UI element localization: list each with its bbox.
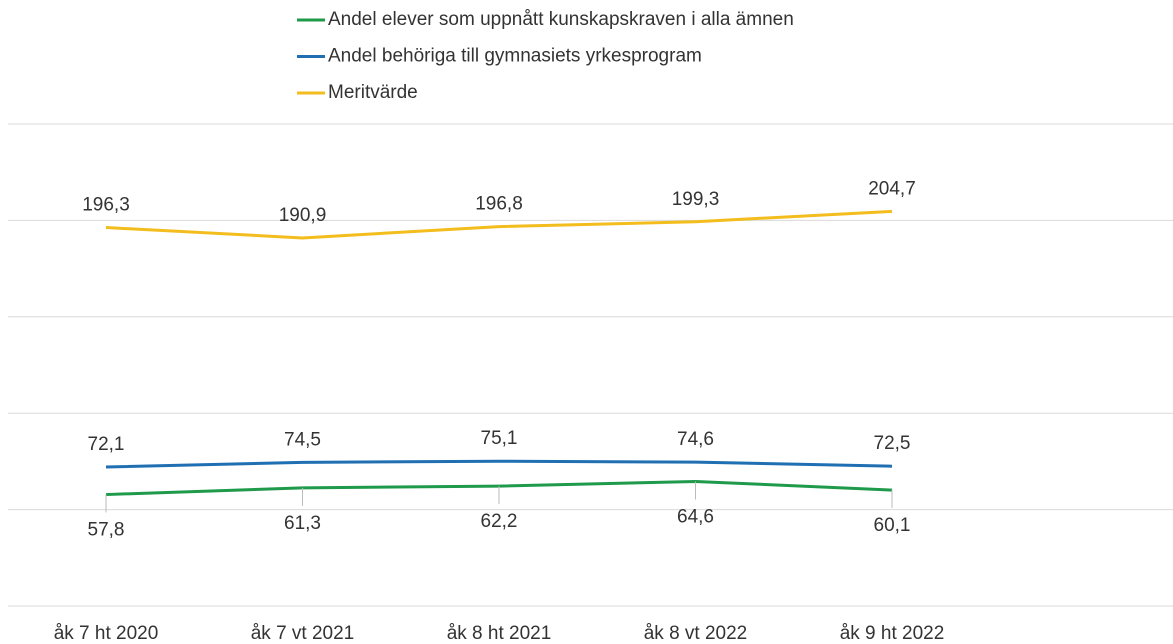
x-tick-label: åk 8 vt 2022 <box>644 623 748 644</box>
series-line <box>105 459 893 469</box>
data-label: 60,1 <box>874 515 911 536</box>
data-label: 62,2 <box>481 511 518 532</box>
data-label: 196,3 <box>82 195 130 216</box>
data-label: 64,6 <box>677 506 714 527</box>
legend-label: Andel behöriga till gymnasiets yrkesprog… <box>328 46 702 67</box>
data-label: 57,8 <box>88 520 125 541</box>
data-label: 190,9 <box>279 205 327 226</box>
legend-label: Andel elever som uppnått kunskapskraven … <box>328 9 794 30</box>
data-label: 199,3 <box>672 189 720 210</box>
x-tick-label: åk 8 ht 2021 <box>447 623 552 644</box>
data-label: 74,5 <box>284 429 321 450</box>
legend-label: Meritvärde <box>328 82 418 103</box>
data-label: 196,8 <box>475 194 523 215</box>
data-label: 72,1 <box>88 434 125 455</box>
data-label: 204,7 <box>868 178 916 199</box>
series-line <box>105 209 893 240</box>
x-tick-label: åk 9 ht 2022 <box>840 623 945 644</box>
data-label: 72,5 <box>874 433 911 454</box>
data-label: 61,3 <box>284 513 321 534</box>
series-line <box>105 479 893 497</box>
x-tick-label: åk 7 ht 2020 <box>54 623 159 644</box>
data-label: 74,6 <box>677 429 714 450</box>
data-label: 75,1 <box>481 428 518 449</box>
x-tick-label: åk 7 vt 2021 <box>251 623 355 644</box>
